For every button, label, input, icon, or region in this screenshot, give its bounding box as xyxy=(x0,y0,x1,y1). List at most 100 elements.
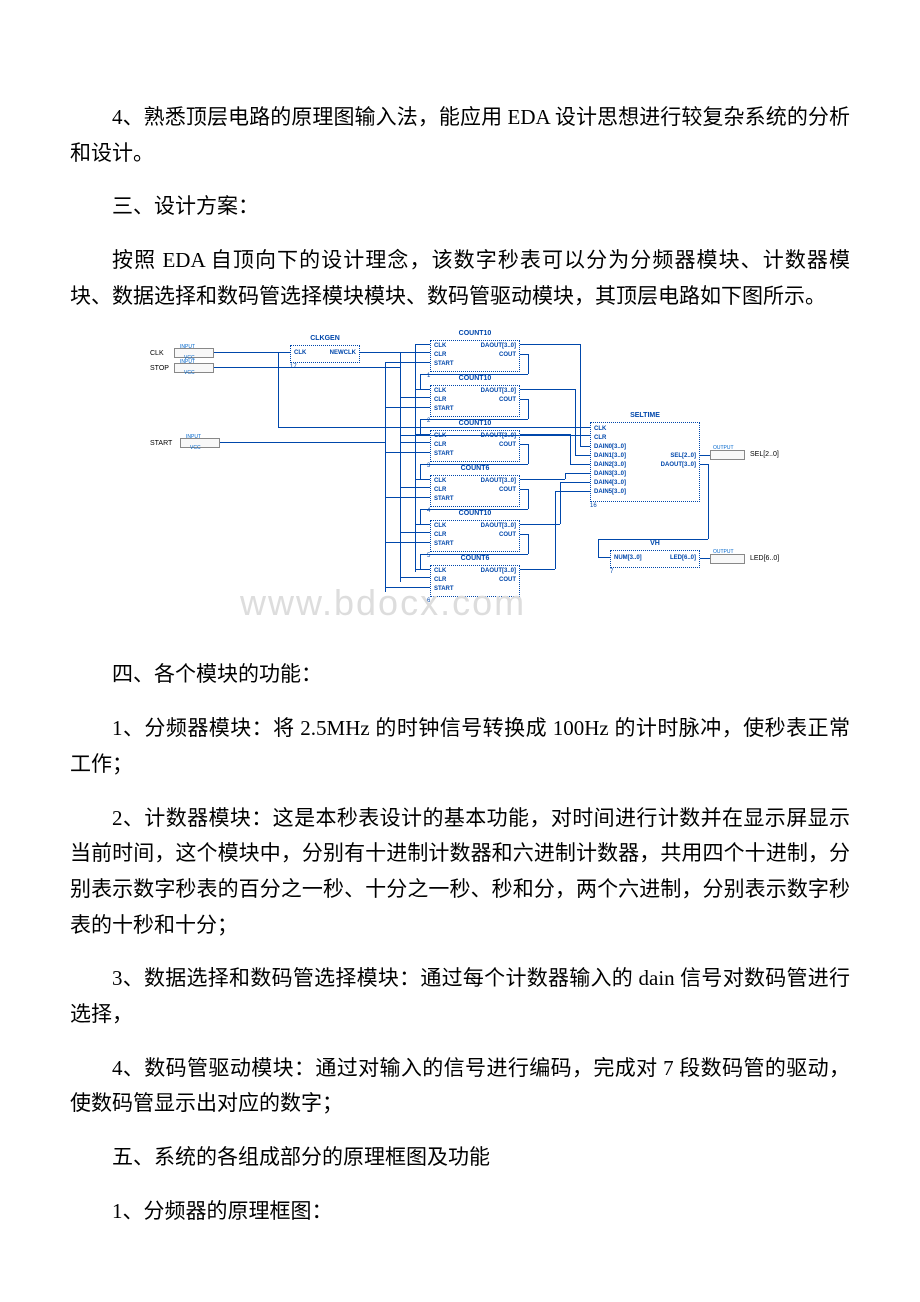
wire xyxy=(580,344,581,446)
clkgen-port-clk: CLK xyxy=(294,350,306,356)
port-clr: CLR xyxy=(434,442,446,448)
port-clk: CLK xyxy=(434,478,446,484)
wire xyxy=(420,374,421,389)
wire xyxy=(415,344,430,345)
wire xyxy=(420,554,421,569)
port-clk: CLK xyxy=(434,343,446,349)
io-stop-label: STOP xyxy=(150,365,169,372)
port-cout: COUT xyxy=(499,352,516,358)
port-start: START xyxy=(434,361,454,367)
wire xyxy=(214,367,400,368)
wire xyxy=(560,482,590,483)
io-led-label: LED[6..0] xyxy=(750,555,779,562)
port-clk: CLK xyxy=(594,426,606,432)
count10-title: COUNT10 xyxy=(457,420,494,427)
wire xyxy=(385,362,386,592)
wire xyxy=(520,524,560,525)
clkgen-port-newclk: NEWCLK xyxy=(330,350,356,356)
port-daout: DAOUT[3..0] xyxy=(481,523,516,529)
wire xyxy=(385,497,430,498)
wire xyxy=(598,539,599,557)
wire xyxy=(415,479,430,480)
io-led-pin xyxy=(710,554,745,564)
wire xyxy=(385,407,430,408)
wire xyxy=(400,577,430,578)
io-vcc-text: VCC xyxy=(184,370,195,376)
seltime-block: SELTIME CLK CLR DAIN0[3..0] DAIN1[3..0] … xyxy=(590,422,700,502)
wire xyxy=(520,479,565,480)
wire xyxy=(385,452,430,453)
wire xyxy=(400,435,590,436)
port-d3: DAIN3[3..0] xyxy=(594,471,626,477)
paragraph: 按照 EDA 自顶向下的设计理念，该数字秒表可以分为分频器模块、计数器模块、数据… xyxy=(70,243,850,314)
port-led: LED[6..0] xyxy=(670,555,696,561)
port-daout: DAOUT[3..0] xyxy=(481,568,516,574)
wire xyxy=(278,427,590,428)
port-daout: DAOUT[3..0] xyxy=(661,462,696,468)
port-start: START xyxy=(434,541,454,547)
wire xyxy=(528,489,529,509)
wire xyxy=(415,389,430,390)
wire xyxy=(528,354,529,374)
port-clr: CLR xyxy=(434,532,446,538)
count10-title: COUNT10 xyxy=(457,330,494,337)
inst-7: 7 xyxy=(610,569,613,575)
port-start: START xyxy=(434,406,454,412)
wire xyxy=(570,464,590,465)
wire xyxy=(580,446,590,447)
wire xyxy=(400,352,401,582)
port-num: NUM[3..0] xyxy=(614,555,642,561)
port-sel: SEL[2..0] xyxy=(670,453,696,459)
wire xyxy=(570,434,571,464)
port-cout: COUT xyxy=(499,397,516,403)
wire xyxy=(700,558,710,559)
wire xyxy=(420,554,528,555)
wire xyxy=(555,491,590,492)
port-d2: DAIN2[3..0] xyxy=(594,462,626,468)
count10-title: COUNT10 xyxy=(457,375,494,382)
wire xyxy=(520,534,528,535)
wire xyxy=(708,464,709,539)
paragraph: 2、计数器模块：这是本秒表设计的基本功能，对时间进行计数并在显示屏显示当前时间，… xyxy=(70,801,850,944)
count6-block-2: COUNT6 CLK CLR START DAOUT[3..0] COUT xyxy=(430,565,520,597)
count6-title: COUNT6 xyxy=(459,465,492,472)
wire xyxy=(520,444,528,445)
count6-block-1: COUNT6 CLK CLR START DAOUT[3..0] COUT xyxy=(430,475,520,507)
port-clr: CLR xyxy=(434,352,446,358)
io-sel-pin xyxy=(710,450,745,460)
vh-title: VH xyxy=(648,540,662,547)
io-input-text: INPUT xyxy=(186,434,201,440)
wire xyxy=(565,473,590,474)
wire xyxy=(220,442,385,443)
paragraph: 1、分频器模块：将 2.5MHz 的时钟信号转换成 100Hz 的计时脉冲，使秒… xyxy=(70,711,850,782)
wire xyxy=(415,344,416,572)
port-start: START xyxy=(434,451,454,457)
port-start: START xyxy=(434,496,454,502)
wire xyxy=(400,442,430,443)
count6-title: COUNT6 xyxy=(459,555,492,562)
wire xyxy=(520,344,580,345)
port-d1: DAIN1[3..0] xyxy=(594,453,626,459)
paragraph: 3、数据选择和数码管选择模块：通过每个计数器输入的 dain 信号对数码管进行选… xyxy=(70,961,850,1032)
wire xyxy=(520,569,555,570)
wire xyxy=(420,419,528,420)
io-start-label: START xyxy=(150,440,172,447)
io-clk-label: CLK xyxy=(150,350,164,357)
wire xyxy=(520,399,528,400)
wire xyxy=(598,557,610,558)
count10-block-4: COUNT10 CLK CLR START DAOUT[3..0] COUT xyxy=(430,520,520,552)
clkgen-block: CLKGEN CLK NEWCLK xyxy=(290,345,360,363)
inst-6: 6 xyxy=(427,598,430,604)
port-daout: DAOUT[3..0] xyxy=(481,343,516,349)
seltime-title: SELTIME xyxy=(628,412,662,419)
port-clk: CLK xyxy=(434,568,446,574)
wire xyxy=(520,389,575,390)
port-cout: COUT xyxy=(499,577,516,583)
wire xyxy=(528,534,529,554)
port-clk: CLK xyxy=(434,433,446,439)
io-input-text: INPUT xyxy=(180,359,195,365)
paragraph: 三、设计方案： xyxy=(70,189,850,225)
paragraph: 五、系统的各组成部分的原理框图及功能 xyxy=(70,1140,850,1176)
wire xyxy=(385,587,430,588)
port-clk: CLK xyxy=(434,388,446,394)
